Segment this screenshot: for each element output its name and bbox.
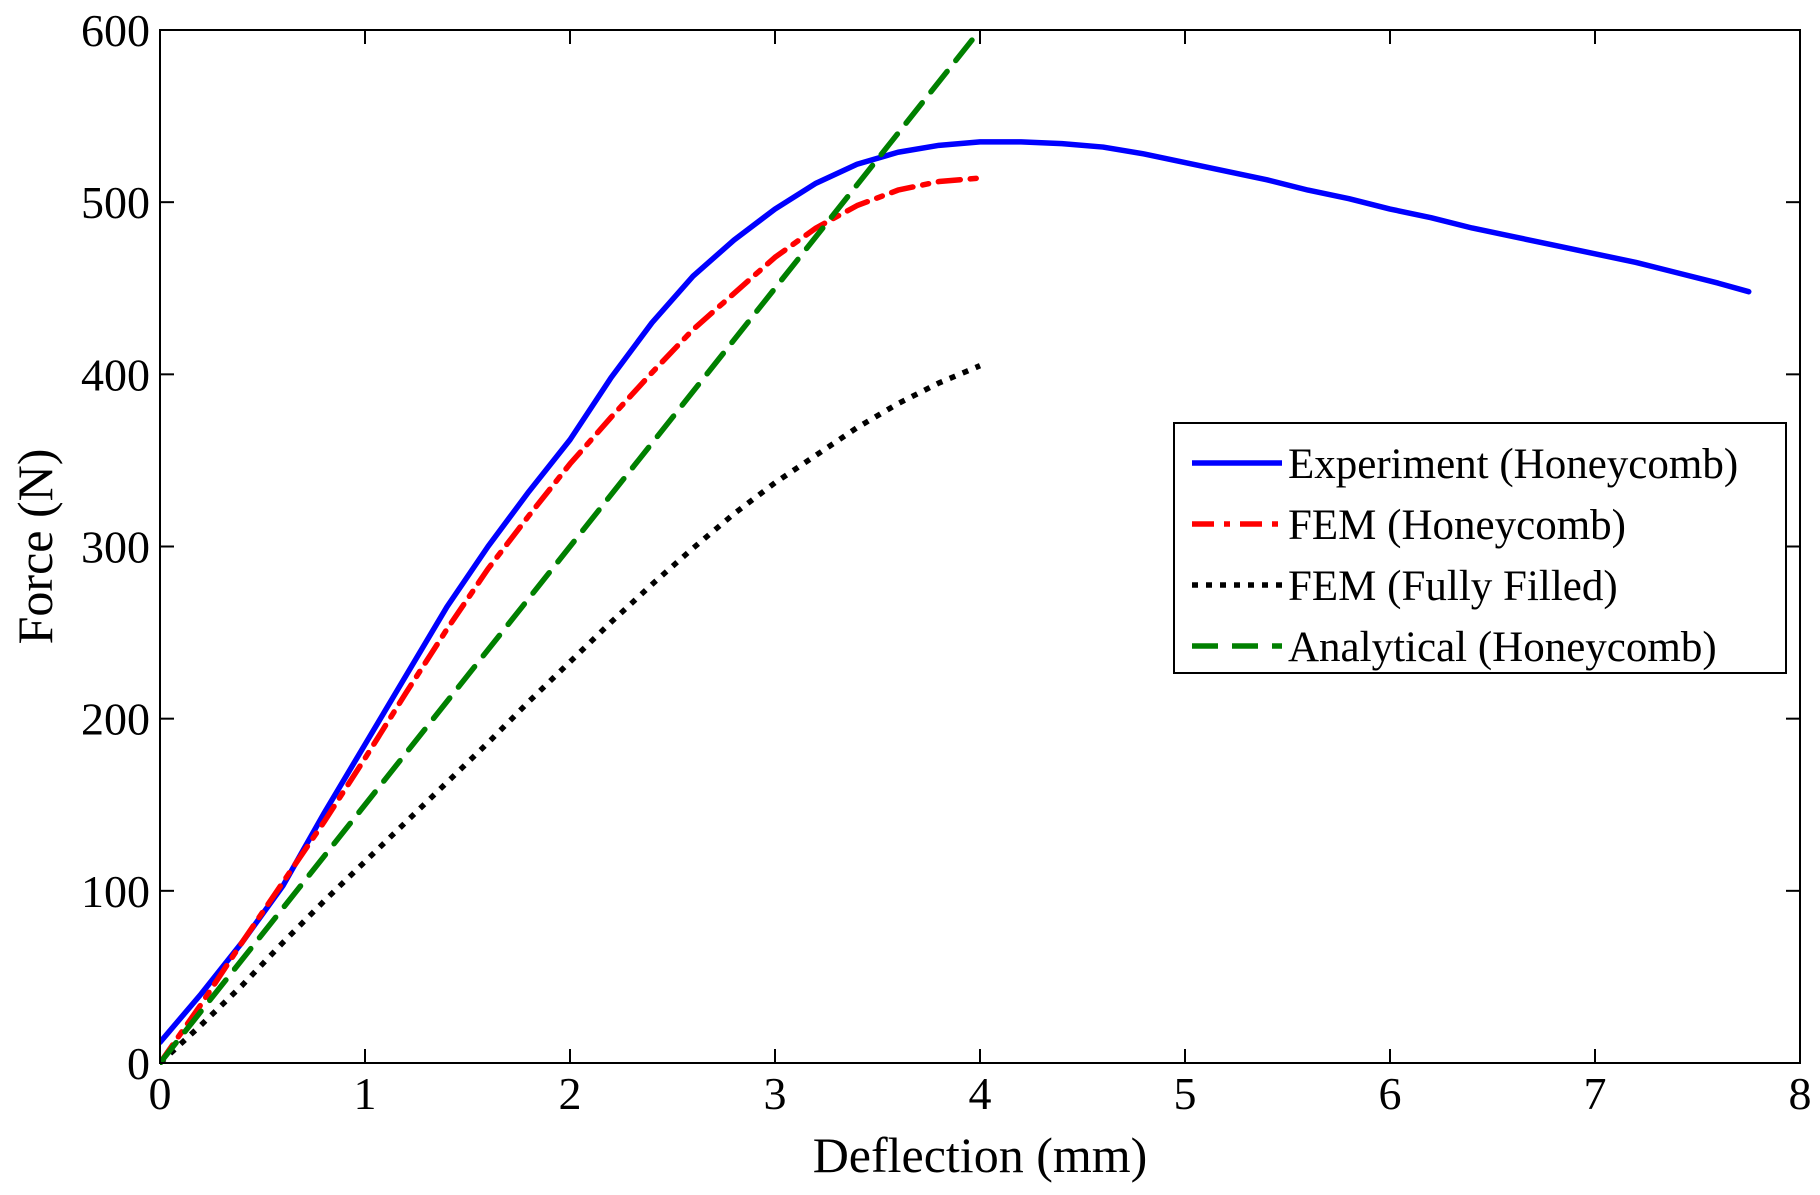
series-line-4 — [160, 28, 983, 1065]
legend-label-4: Analytical (Honeycomb) — [1288, 624, 1717, 671]
y-tick-label: 200 — [81, 694, 150, 745]
x-tick-label: 5 — [1174, 1068, 1197, 1119]
y-axis-title: Force (N) — [7, 449, 63, 645]
x-tick-label: 0 — [149, 1068, 172, 1119]
y-tick-label: 600 — [81, 5, 150, 56]
x-tick-label: 7 — [1584, 1068, 1607, 1119]
series-line-3 — [160, 363, 982, 1065]
x-tick-label: 6 — [1379, 1068, 1402, 1119]
y-tick-label: 300 — [81, 522, 150, 573]
series-line-2 — [160, 175, 983, 1065]
legend-label-2: FEM (Honeycomb) — [1288, 502, 1626, 549]
legend-label-3: FEM (Fully Filled) — [1288, 563, 1618, 610]
legend-label-1: Experiment (Honeycomb) — [1288, 441, 1738, 488]
y-tick-label: 500 — [81, 177, 150, 228]
series-line-1 — [160, 139, 1752, 1046]
x-axis-title: Deflection (mm) — [813, 1127, 1148, 1183]
y-tick-label: 0 — [127, 1038, 150, 1089]
series-group — [160, 28, 1752, 1065]
x-tick-label: 3 — [764, 1068, 787, 1119]
x-tick-label: 8 — [1789, 1068, 1812, 1119]
y-tick-label: 100 — [81, 866, 150, 917]
x-tick-label: 4 — [969, 1068, 992, 1119]
x-tick-label: 1 — [354, 1068, 377, 1119]
y-tick-label: 400 — [81, 349, 150, 400]
x-tick-label: 2 — [559, 1068, 582, 1119]
